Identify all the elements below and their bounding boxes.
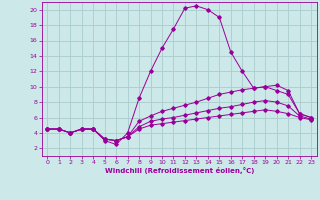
X-axis label: Windchill (Refroidissement éolien,°C): Windchill (Refroidissement éolien,°C) [105,167,254,174]
